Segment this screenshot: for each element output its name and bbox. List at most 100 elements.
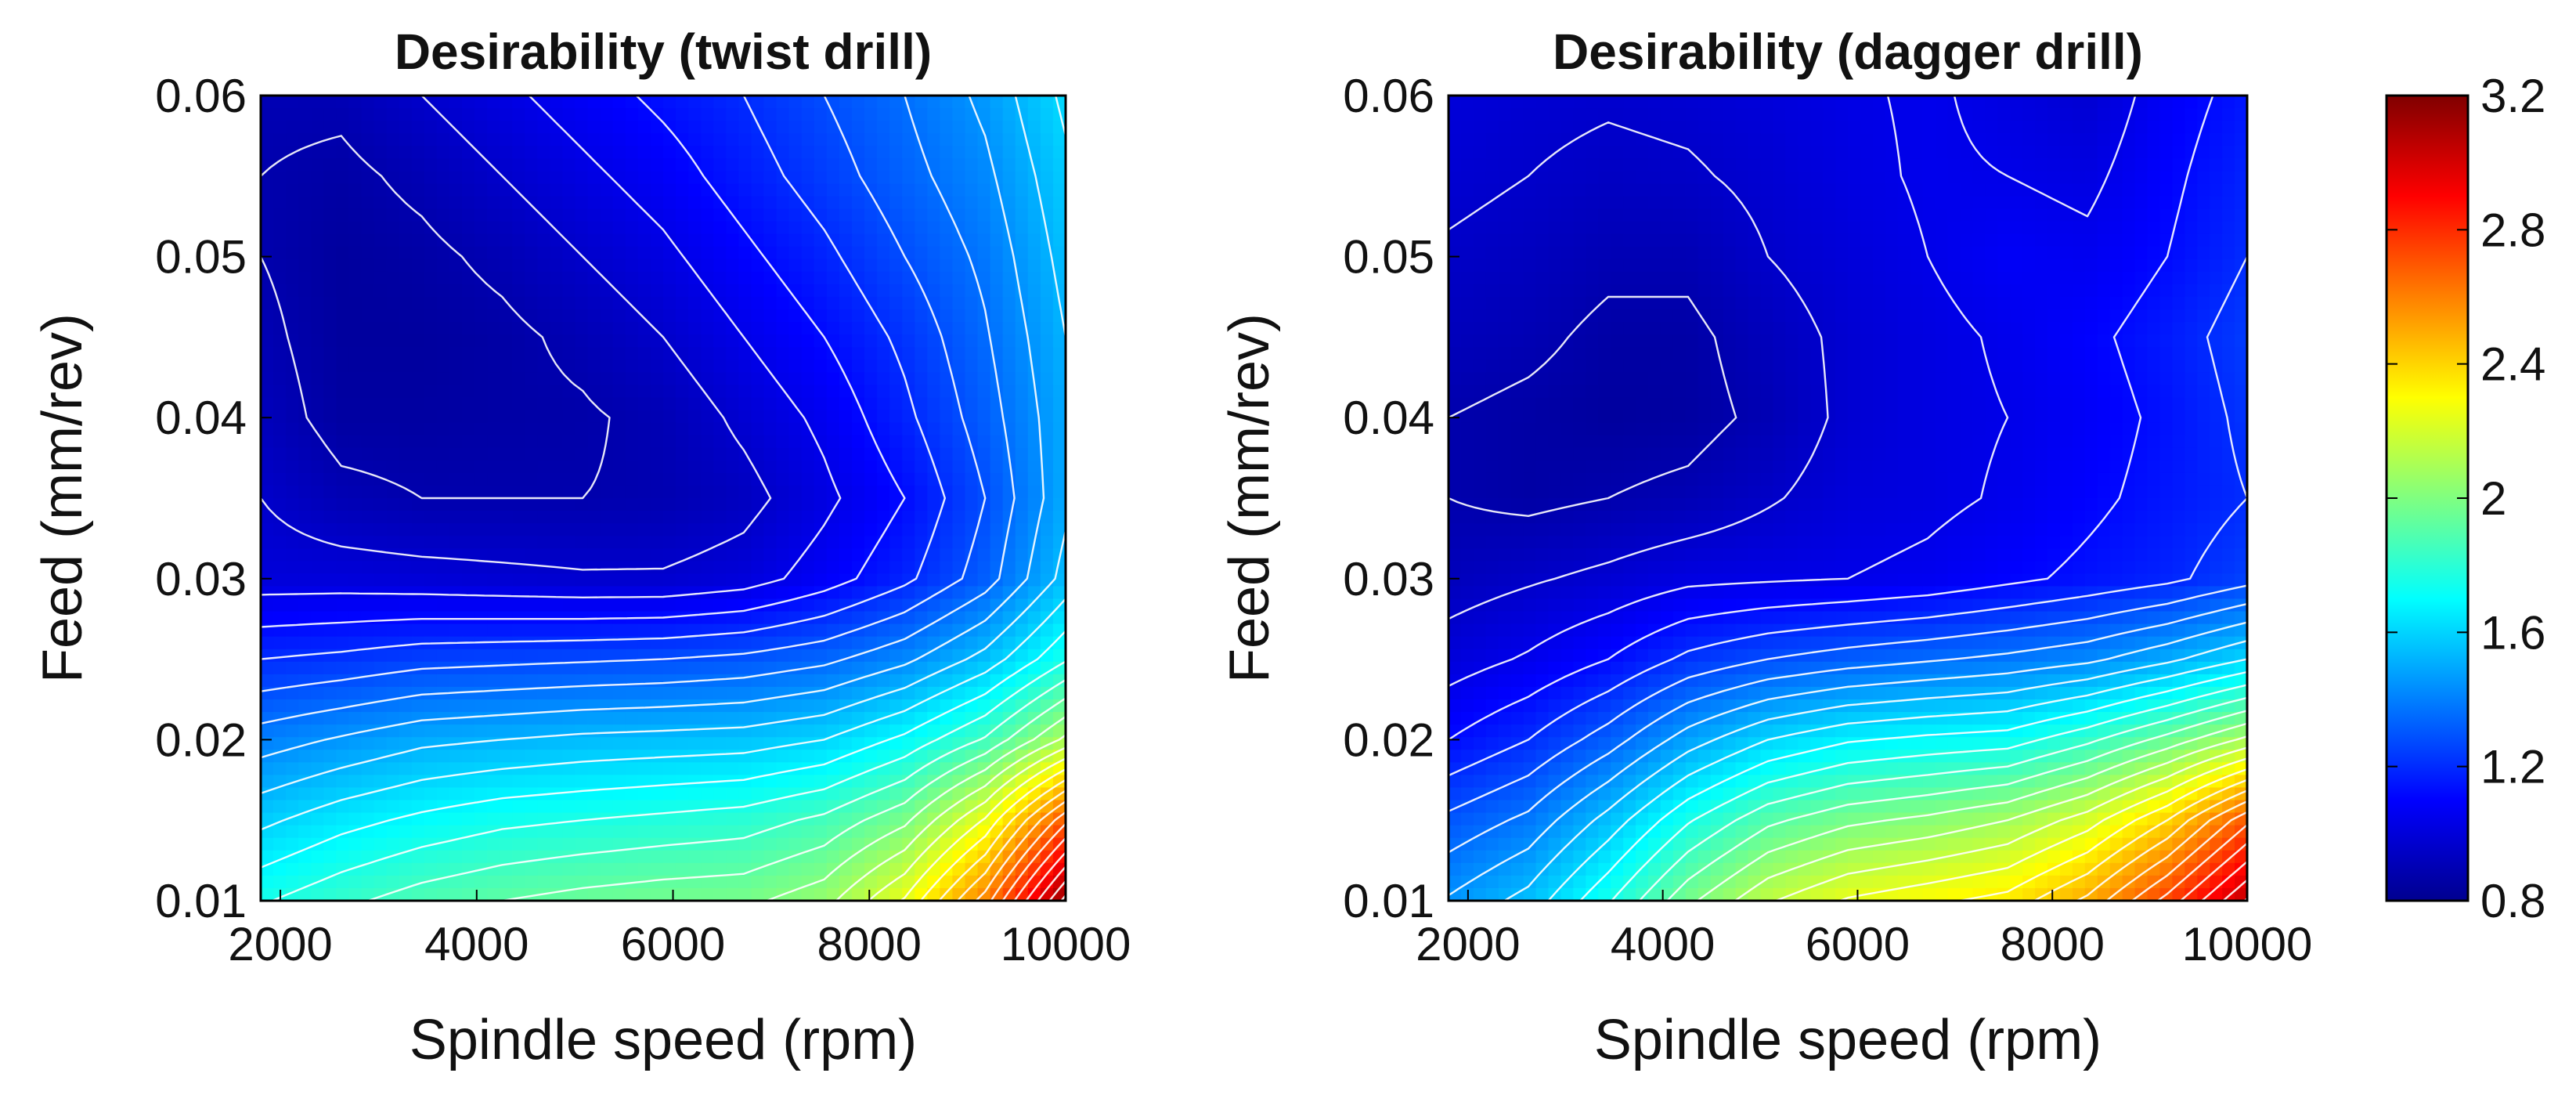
heat-cell — [412, 762, 425, 775]
heat-cell — [348, 838, 362, 851]
heat-cell — [512, 272, 525, 285]
heat-cell — [1898, 234, 1911, 247]
heat-cell — [751, 158, 764, 172]
heat-cell — [814, 573, 828, 587]
heat-cell — [512, 750, 525, 763]
heat-cell — [348, 573, 362, 587]
heat-cell — [1997, 183, 2011, 197]
heat-cell — [839, 284, 853, 298]
heat-cell — [789, 435, 803, 449]
heat-cell — [449, 762, 463, 775]
heat-cell — [814, 133, 828, 146]
heat-cell — [990, 259, 1004, 273]
heat-cell — [1028, 322, 1041, 335]
heat-cell — [286, 234, 299, 247]
heat-cell — [601, 334, 614, 348]
heat-cell — [588, 197, 601, 210]
heat-cell — [713, 523, 727, 537]
heat-cell — [1016, 448, 1029, 461]
heat-cell — [1474, 158, 1487, 172]
heat-cell — [348, 209, 362, 222]
heat-cell — [525, 247, 538, 260]
heat-cell — [424, 674, 438, 688]
heat-cell — [323, 410, 337, 424]
heat-cell — [839, 234, 853, 247]
heat-cell — [688, 461, 702, 474]
heat-cell — [1997, 222, 2011, 235]
heat-cell — [701, 448, 714, 461]
heat-cell — [387, 787, 400, 800]
heat-cell — [512, 573, 525, 587]
heat-cell — [626, 511, 639, 524]
heat-cell — [2010, 234, 2023, 247]
heat-cell — [965, 171, 979, 184]
heat-cell — [751, 435, 764, 449]
heat-cell — [688, 108, 702, 121]
heat-cell — [273, 548, 287, 562]
heat-cell — [777, 612, 790, 625]
heat-cell — [2085, 234, 2098, 247]
heat-cell — [777, 674, 790, 688]
heat-cell — [663, 410, 676, 424]
heat-cell — [902, 410, 915, 424]
heat-cell — [487, 724, 500, 738]
heat-cell — [1511, 146, 1524, 159]
heat-cell — [362, 108, 375, 121]
heat-cell — [336, 473, 349, 486]
heat-cell — [1885, 96, 1899, 109]
heat-cell — [1997, 197, 2011, 210]
heat-cell — [1623, 158, 1636, 172]
heat-cell — [701, 209, 714, 222]
heat-cell — [261, 385, 274, 398]
heat-cell — [487, 586, 500, 599]
heat-cell — [701, 573, 714, 587]
heat-cell — [261, 398, 274, 411]
heat-cell — [1598, 183, 1611, 197]
heat-cell — [1028, 548, 1041, 562]
heat-cell — [298, 133, 312, 146]
heat-cell — [261, 775, 274, 788]
heat-cell — [2185, 209, 2198, 222]
heat-cell — [362, 398, 375, 411]
heat-cell — [1923, 209, 1936, 222]
heat-cell — [676, 473, 689, 486]
heat-cell — [927, 108, 940, 121]
heat-cell — [1053, 347, 1066, 360]
heat-cell — [474, 435, 488, 449]
heat-cell — [978, 197, 991, 210]
heat-cell — [311, 398, 324, 411]
heat-cell — [1449, 247, 1462, 260]
heat-cell — [940, 674, 953, 688]
heat-cell — [1885, 234, 1899, 247]
heat-cell — [738, 888, 752, 901]
heat-cell — [525, 486, 538, 499]
heat-cell — [2148, 234, 2161, 247]
heat-cell — [638, 737, 651, 750]
heat-cell — [726, 398, 739, 411]
heat-cell — [2010, 247, 2023, 260]
heat-cell — [374, 347, 388, 360]
heat-cell — [638, 599, 651, 612]
heat-cell — [978, 548, 991, 562]
heat-cell — [374, 712, 388, 725]
heat-cell — [487, 649, 500, 663]
heat-cell — [789, 309, 803, 323]
heat-cell — [1449, 197, 1462, 210]
heat-cell — [2060, 247, 2073, 260]
heat-cell — [273, 498, 287, 511]
heat-cell — [273, 197, 287, 210]
heat-cell — [575, 423, 589, 436]
heat-cell — [952, 360, 965, 373]
heat-cell — [814, 108, 828, 121]
heat-cell — [449, 599, 463, 612]
heat-cell — [311, 687, 324, 700]
heat-cell — [424, 523, 438, 537]
heat-cell — [1461, 234, 1474, 247]
heat-cell — [713, 146, 727, 159]
heat-cell — [990, 297, 1004, 310]
heat-cell — [814, 121, 828, 134]
heat-cell — [1598, 146, 1611, 159]
heat-cell — [563, 548, 576, 562]
heat-cell — [663, 888, 676, 901]
heat-cell — [1511, 209, 1524, 222]
